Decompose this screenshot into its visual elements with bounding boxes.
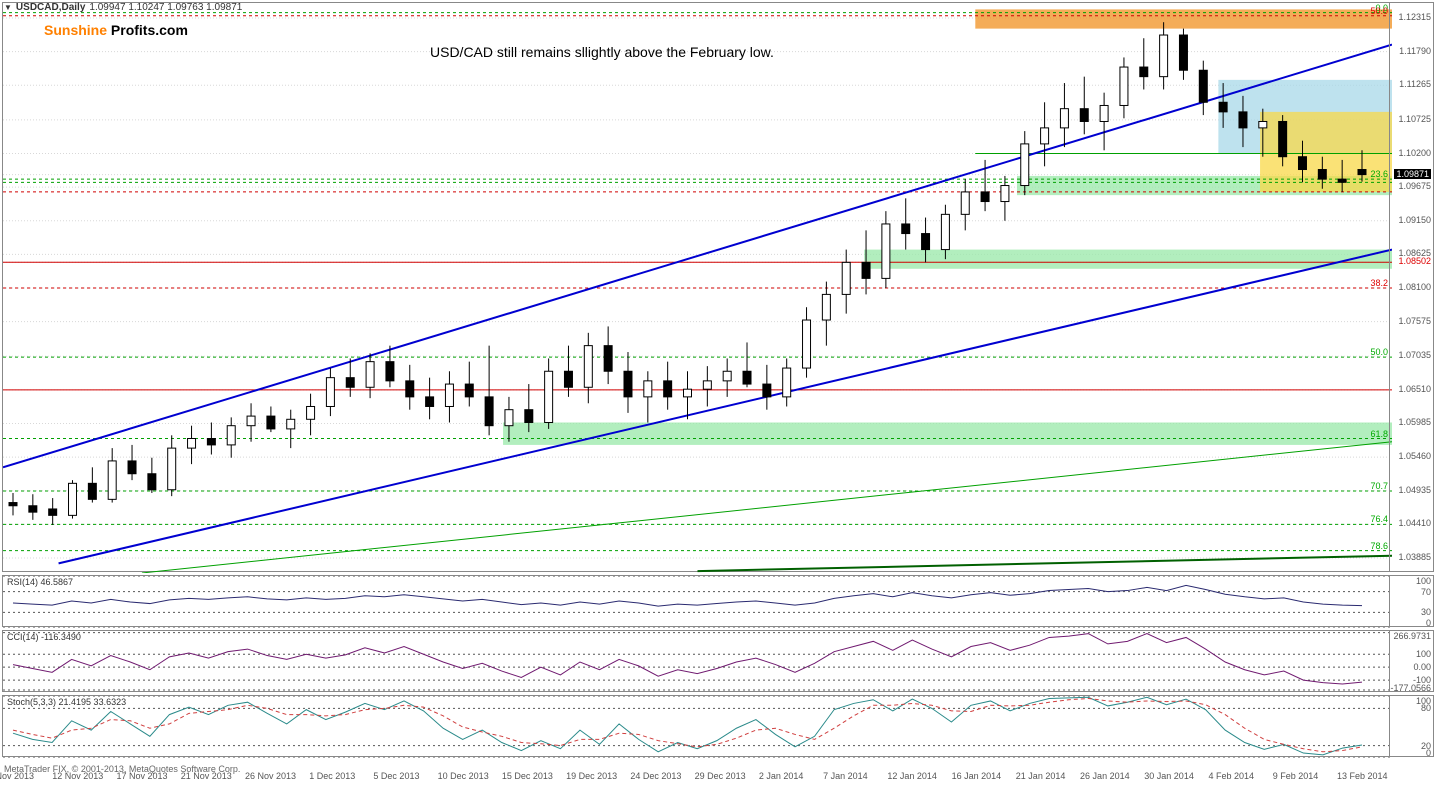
fib-label: 76.4 bbox=[1370, 514, 1388, 524]
y-axis-tick: 1.05985 bbox=[1398, 417, 1431, 427]
indicator-level: 30 bbox=[1421, 607, 1431, 617]
x-axis-tick: 9 Feb 2014 bbox=[1273, 771, 1319, 781]
symbol-label: USDCAD,Daily bbox=[16, 2, 85, 13]
stoch-panel[interactable]: 10080200Stoch(5,3,3) 21.4195 33.6323 bbox=[2, 695, 1434, 757]
chevron-down-icon[interactable]: ▼ bbox=[4, 3, 12, 12]
fib-label: 78.6 bbox=[1370, 541, 1388, 551]
y-axis-tick: 1.09871 bbox=[1394, 169, 1431, 179]
copyright-label: MetaTrader FIX, © 2001-2013, MetaQuotes … bbox=[4, 764, 240, 774]
ohlc-label: 1.09947 1.10247 1.09763 1.09871 bbox=[89, 2, 242, 13]
x-axis-tick: 1 Dec 2013 bbox=[309, 771, 355, 781]
indicator-label: CCI(14) -116.3490 bbox=[7, 632, 81, 642]
x-axis-tick: 15 Dec 2013 bbox=[502, 771, 553, 781]
x-axis-tick: 24 Dec 2013 bbox=[630, 771, 681, 781]
indicator-level: 0.00 bbox=[1413, 662, 1431, 672]
y-axis-tick: 1.03885 bbox=[1398, 552, 1431, 562]
indicator-level: 0 bbox=[1426, 618, 1431, 628]
x-axis-tick: 12 Jan 2014 bbox=[887, 771, 937, 781]
fib-label: 38.2 bbox=[1370, 278, 1388, 288]
fib-label: 61.8 bbox=[1370, 429, 1388, 439]
x-axis-tick: 4 Feb 2014 bbox=[1209, 771, 1255, 781]
indicator-level: 0 bbox=[1426, 748, 1431, 758]
fib-label: 50.0 bbox=[1370, 6, 1388, 16]
x-axis-tick: 26 Jan 2014 bbox=[1080, 771, 1130, 781]
x-axis-tick: 30 Jan 2014 bbox=[1144, 771, 1194, 781]
x-axis-tick: 10 Dec 2013 bbox=[438, 771, 489, 781]
watermark-brand: Sunshine bbox=[44, 22, 107, 38]
indicator-level: -177.0566 bbox=[1390, 683, 1431, 693]
x-axis-tick: 16 Jan 2014 bbox=[952, 771, 1002, 781]
y-axis-tick: 1.04935 bbox=[1398, 485, 1431, 495]
y-axis-tick: 1.11265 bbox=[1399, 79, 1431, 89]
indicator-level: 266.9731 bbox=[1393, 631, 1431, 641]
x-axis-tick: 21 Jan 2014 bbox=[1016, 771, 1066, 781]
fib-label: 50.0 bbox=[1370, 347, 1388, 357]
indicator-level: 80 bbox=[1421, 703, 1431, 713]
y-axis-tick: 1.10725 bbox=[1398, 114, 1431, 124]
y-axis-tick: 1.10200 bbox=[1398, 148, 1431, 158]
indicator-level: 100 bbox=[1416, 576, 1431, 586]
y-axis-tick: 1.05460 bbox=[1398, 451, 1431, 461]
x-axis-tick: 2 Jan 2014 bbox=[759, 771, 804, 781]
y-axis-tick: 1.07575 bbox=[1398, 316, 1431, 326]
y-axis-tick: 1.09675 bbox=[1398, 181, 1431, 191]
watermark: Sunshine Profits.com bbox=[44, 22, 188, 38]
y-axis-tick: 1.06510 bbox=[1398, 384, 1431, 394]
chart-header[interactable]: ▼ USDCAD,Daily 1.09947 1.10247 1.09763 1… bbox=[0, 0, 246, 15]
y-axis-tick: 1.09150 bbox=[1398, 215, 1431, 225]
y-axis-tick: 1.12315 bbox=[1398, 12, 1431, 22]
indicator-label: RSI(14) 46.5867 bbox=[7, 577, 73, 587]
chart-annotation: USD/CAD still remains sllightly above th… bbox=[430, 44, 774, 60]
x-axis-tick: 7 Jan 2014 bbox=[823, 771, 868, 781]
indicator-label: Stoch(5,3,3) 21.4195 33.6323 bbox=[7, 697, 126, 707]
rsi-panel[interactable]: 10070 300 RSI(14) 46.5867 bbox=[2, 575, 1434, 627]
price-chart-panel[interactable]: 1.12315 1.11790 1.11265 1.10725 1.10200 1.098… bbox=[2, 2, 1434, 572]
y-axis-tick: 1.04410 bbox=[1398, 518, 1431, 528]
cci-panel[interactable]: 266.97311000.00-100-177.0566CCI(14) -116… bbox=[2, 630, 1434, 692]
indicator-level: 100 bbox=[1416, 649, 1431, 659]
y-axis-tick: 1.08100 bbox=[1398, 282, 1431, 292]
fib-label: 70.7 bbox=[1370, 481, 1388, 491]
y-axis-tick: 1.08502 bbox=[1398, 256, 1431, 266]
y-axis-tick: 1.11790 bbox=[1399, 46, 1431, 56]
x-axis-tick: 26 Nov 2013 bbox=[245, 771, 296, 781]
x-axis-tick: 13 Feb 2014 bbox=[1337, 771, 1388, 781]
y-axis-tick: 1.07035 bbox=[1398, 350, 1431, 360]
x-axis-tick: 19 Dec 2013 bbox=[566, 771, 617, 781]
indicator-level: 70 bbox=[1421, 587, 1431, 597]
x-axis-tick: 29 Dec 2013 bbox=[695, 771, 746, 781]
x-axis-tick: 5 Dec 2013 bbox=[373, 771, 419, 781]
fib-label: 23.6 bbox=[1370, 169, 1388, 179]
watermark-site: Profits.com bbox=[111, 22, 188, 38]
